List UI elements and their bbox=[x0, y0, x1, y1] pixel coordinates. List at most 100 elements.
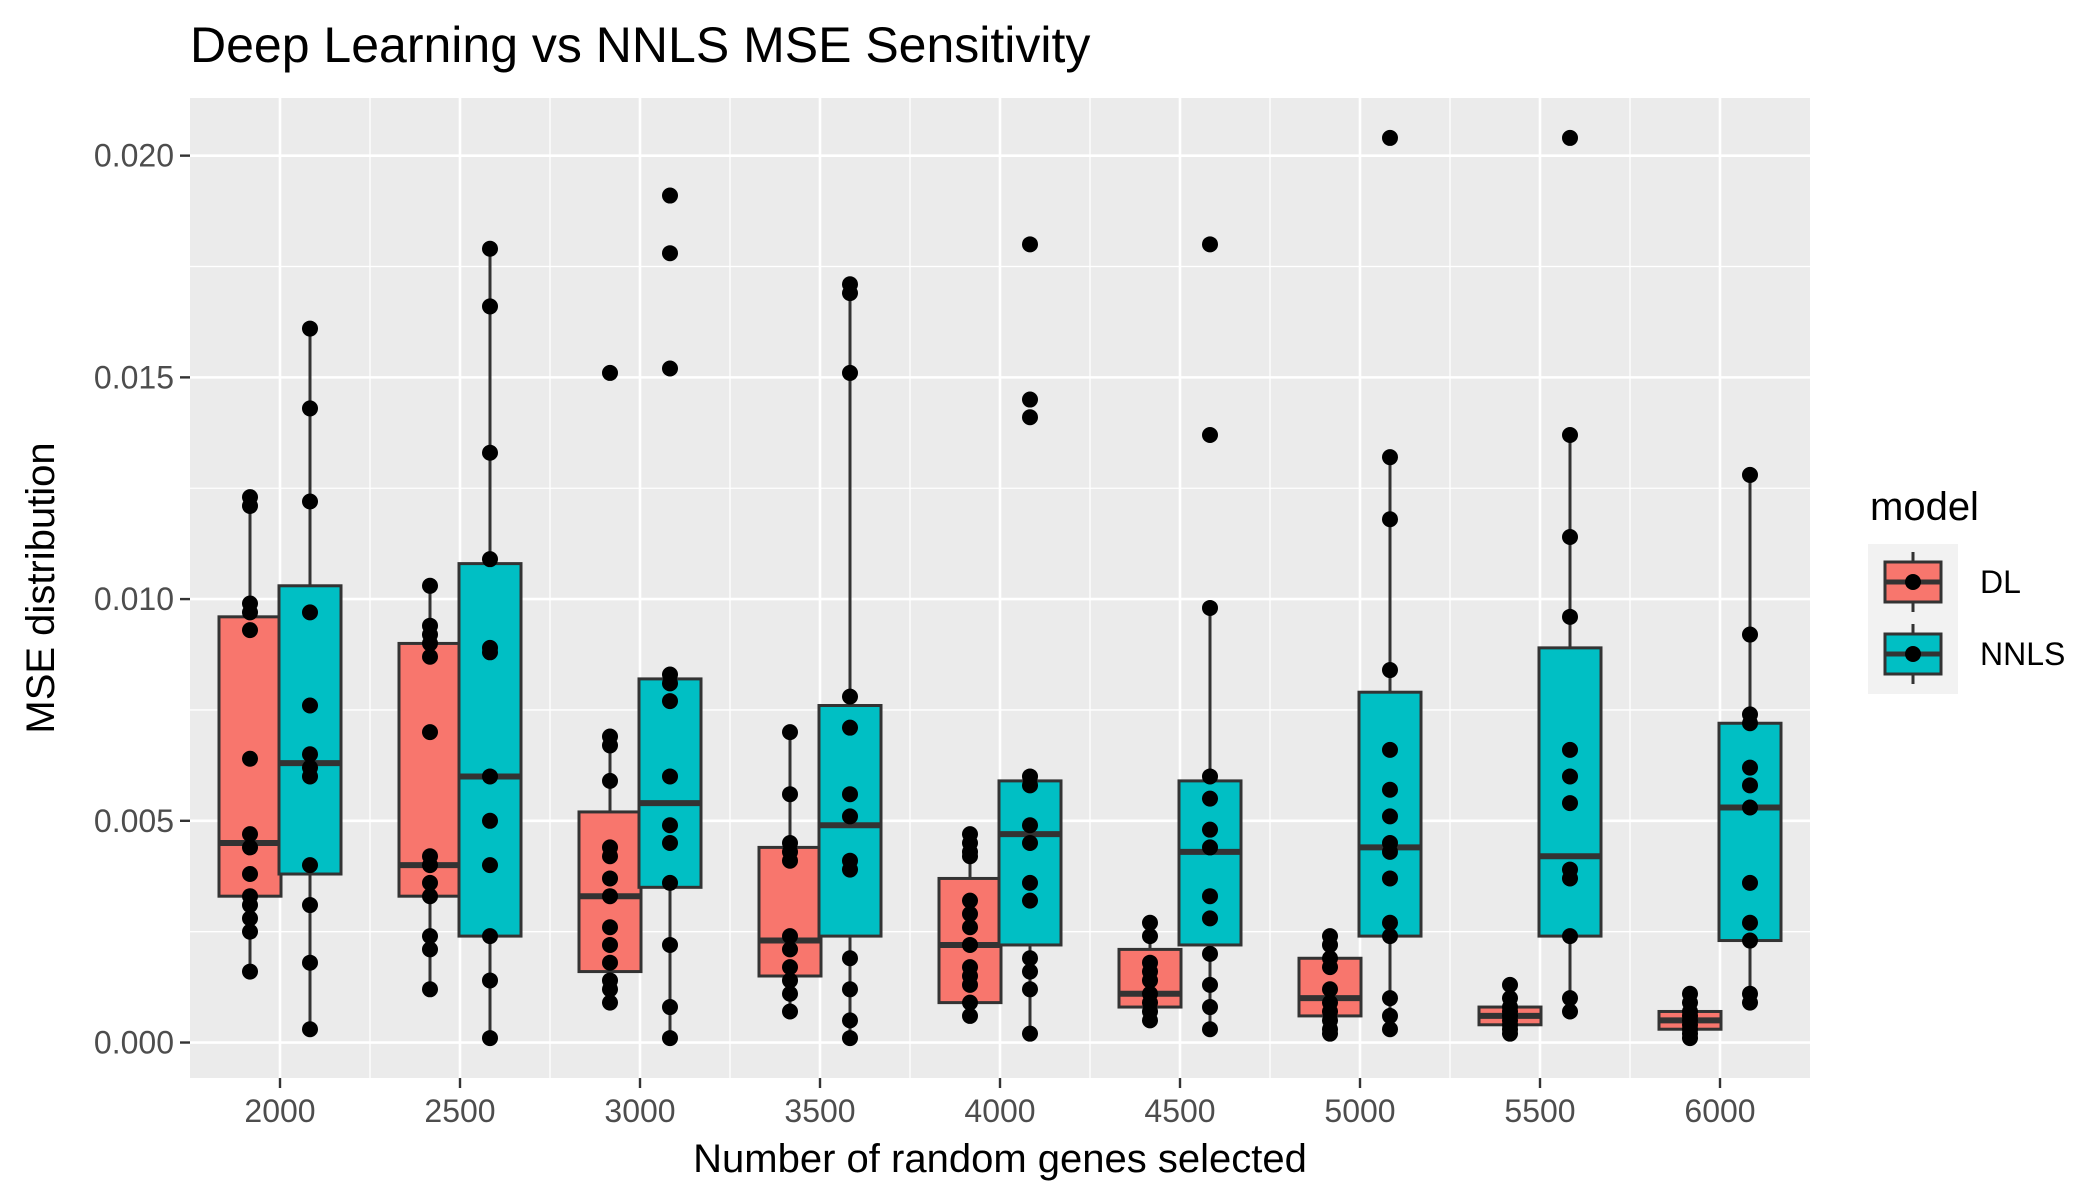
dl-point bbox=[242, 839, 258, 856]
nnls-point bbox=[482, 644, 498, 661]
nnls-point bbox=[1022, 834, 1038, 851]
nnls-point bbox=[842, 981, 858, 998]
nnls-point bbox=[302, 400, 318, 417]
nnls-point bbox=[1382, 808, 1398, 825]
dl-point bbox=[962, 936, 978, 953]
nnls-point bbox=[1202, 821, 1218, 838]
nnls-point bbox=[1562, 529, 1578, 546]
nnls-point bbox=[1742, 715, 1758, 732]
dl-point bbox=[422, 724, 438, 741]
nnls-point bbox=[662, 834, 678, 851]
nnls-point bbox=[1202, 976, 1218, 993]
dl-point bbox=[1322, 1025, 1338, 1042]
nnls-point bbox=[1202, 1021, 1218, 1038]
nnls-point bbox=[662, 693, 678, 710]
nnls-point bbox=[302, 1021, 318, 1038]
dl-point bbox=[602, 936, 618, 953]
dl-point bbox=[782, 928, 798, 945]
nnls-point bbox=[842, 861, 858, 878]
nnls-point bbox=[1022, 409, 1038, 426]
dl-point bbox=[1502, 1025, 1518, 1042]
y-tick-label: 0.005 bbox=[94, 803, 174, 839]
nnls-point bbox=[1742, 874, 1758, 891]
legend-label-nnls: NNLS bbox=[1980, 636, 2065, 672]
x-tick-label: 4500 bbox=[1144, 1093, 1215, 1129]
x-tick-label: 2500 bbox=[424, 1093, 495, 1129]
nnls-point bbox=[1742, 914, 1758, 931]
nnls-point bbox=[482, 928, 498, 945]
dl-point bbox=[242, 910, 258, 927]
nnls-point bbox=[662, 360, 678, 377]
nnls-point bbox=[1202, 888, 1218, 905]
nnls-point bbox=[842, 719, 858, 736]
nnls-point bbox=[1202, 945, 1218, 962]
nnls-point bbox=[1562, 990, 1578, 1007]
nnls-point bbox=[842, 285, 858, 302]
y-tick-label: 0.000 bbox=[94, 1025, 174, 1061]
dl-point bbox=[242, 497, 258, 514]
dl-point bbox=[1322, 981, 1338, 998]
nnls-point bbox=[842, 1012, 858, 1029]
dl-point bbox=[602, 364, 618, 381]
nnls-point bbox=[482, 444, 498, 461]
legend-key-point bbox=[1905, 574, 1921, 590]
nnls-point bbox=[1022, 1025, 1038, 1042]
nnls-point bbox=[1742, 759, 1758, 776]
nnls-point bbox=[1382, 870, 1398, 887]
nnls-point bbox=[1382, 449, 1398, 466]
dl-point bbox=[422, 874, 438, 891]
dl-point bbox=[422, 857, 438, 874]
dl-point bbox=[422, 941, 438, 958]
nnls-point bbox=[1022, 892, 1038, 909]
nnls-point bbox=[1382, 990, 1398, 1007]
nnls-point bbox=[482, 298, 498, 315]
nnls-point bbox=[1202, 910, 1218, 927]
nnls-point bbox=[1022, 777, 1038, 794]
dl-point bbox=[602, 994, 618, 1011]
nnls-point bbox=[302, 604, 318, 621]
nnls-point bbox=[662, 999, 678, 1016]
dl-point bbox=[602, 981, 618, 998]
x-axis: 2000 2500 3000 3500 4000 4500 5000 5500 6000 bbox=[244, 1078, 1756, 1129]
dl-point bbox=[962, 892, 978, 909]
dl-point bbox=[602, 954, 618, 971]
nnls-point bbox=[1382, 928, 1398, 945]
nnls-point bbox=[1382, 511, 1398, 528]
nnls-point bbox=[1022, 817, 1038, 834]
nnls-point bbox=[1202, 839, 1218, 856]
dl-point bbox=[422, 981, 438, 998]
nnls-point bbox=[1382, 781, 1398, 798]
nnls-point bbox=[482, 857, 498, 874]
nnls-point bbox=[842, 808, 858, 825]
nnls-point bbox=[1202, 599, 1218, 616]
legend-key-point bbox=[1905, 646, 1921, 662]
y-tick-label: 0.010 bbox=[94, 581, 174, 617]
nnls-point bbox=[662, 874, 678, 891]
dl-point bbox=[962, 848, 978, 865]
x-axis-title: Number of random genes selected bbox=[693, 1137, 1307, 1181]
dl-point bbox=[1322, 936, 1338, 953]
nnls-point bbox=[302, 746, 318, 763]
nnls-point bbox=[1742, 799, 1758, 816]
dl-point bbox=[782, 852, 798, 869]
dl-point bbox=[242, 826, 258, 843]
dl-point bbox=[242, 923, 258, 940]
nnls-point bbox=[842, 1030, 858, 1047]
x-tick-label: 3000 bbox=[604, 1093, 675, 1129]
nnls-point bbox=[842, 950, 858, 967]
nnls-point bbox=[1022, 391, 1038, 408]
dl-point bbox=[1142, 914, 1158, 931]
dl-point bbox=[782, 985, 798, 1002]
nnls-point bbox=[1382, 1021, 1398, 1038]
nnls-point bbox=[1202, 790, 1218, 807]
nnls-point bbox=[662, 936, 678, 953]
dl-point bbox=[602, 888, 618, 905]
nnls-point bbox=[1562, 129, 1578, 146]
dl-point bbox=[962, 919, 978, 936]
nnls-point bbox=[1382, 662, 1398, 679]
nnls-point bbox=[302, 493, 318, 510]
dl-point bbox=[782, 1003, 798, 1020]
dl-point bbox=[422, 635, 438, 652]
nnls-point bbox=[1562, 795, 1578, 812]
dl-point bbox=[602, 737, 618, 754]
